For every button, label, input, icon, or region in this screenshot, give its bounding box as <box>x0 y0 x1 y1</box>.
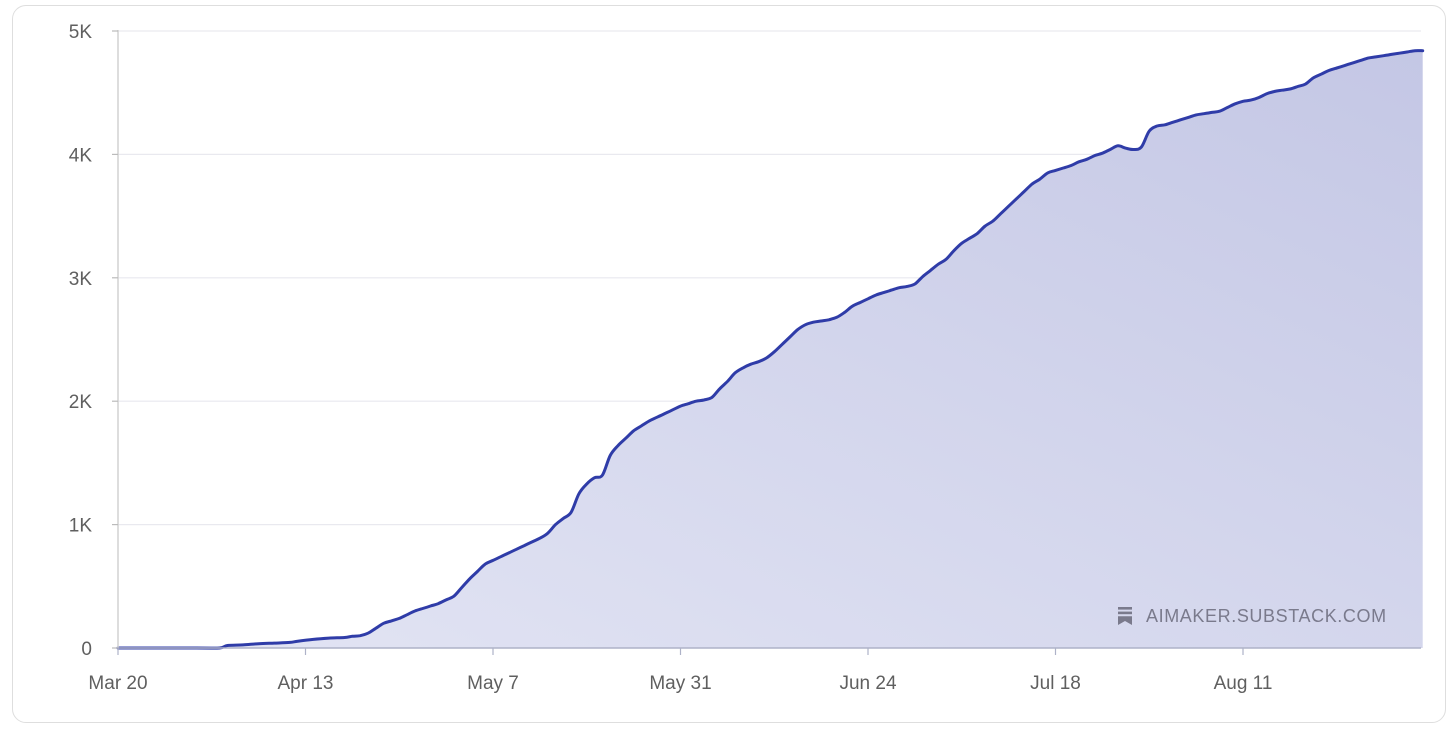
watermark: AIMAKER.SUBSTACK.COM <box>1118 606 1387 626</box>
x-tick-label: May 31 <box>649 673 711 694</box>
x-tick-label: May 7 <box>467 673 519 694</box>
x-axis-ticks: Mar 20 Apr 13 May 7 May 31 Jun 24 Jul 18 Aug 1… <box>88 648 1272 694</box>
x-tick-label: Apr 13 <box>278 673 334 694</box>
y-tick-label: 0 <box>81 639 92 660</box>
series-line <box>116 49 1425 650</box>
y-tick-label: 2K <box>69 392 93 413</box>
x-tick-label: Mar 20 <box>88 673 147 694</box>
x-tick-label: Jun 24 <box>839 673 896 694</box>
y-axis-ticks: 0 1K 2K 3K 4K 5K <box>69 22 118 660</box>
y-tick-label: 4K <box>69 145 93 166</box>
watermark-label: AIMAKER.SUBSTACK.COM <box>1146 606 1387 626</box>
y-tick-label: 1K <box>69 516 93 537</box>
substack-bookmark-icon <box>1118 607 1132 625</box>
x-tick-label: Jul 18 <box>1030 673 1081 694</box>
area-fill <box>118 50 1423 649</box>
y-tick-label: 5K <box>69 22 93 43</box>
x-tick-label: Aug 11 <box>1214 673 1273 694</box>
y-tick-label: 3K <box>69 269 93 290</box>
